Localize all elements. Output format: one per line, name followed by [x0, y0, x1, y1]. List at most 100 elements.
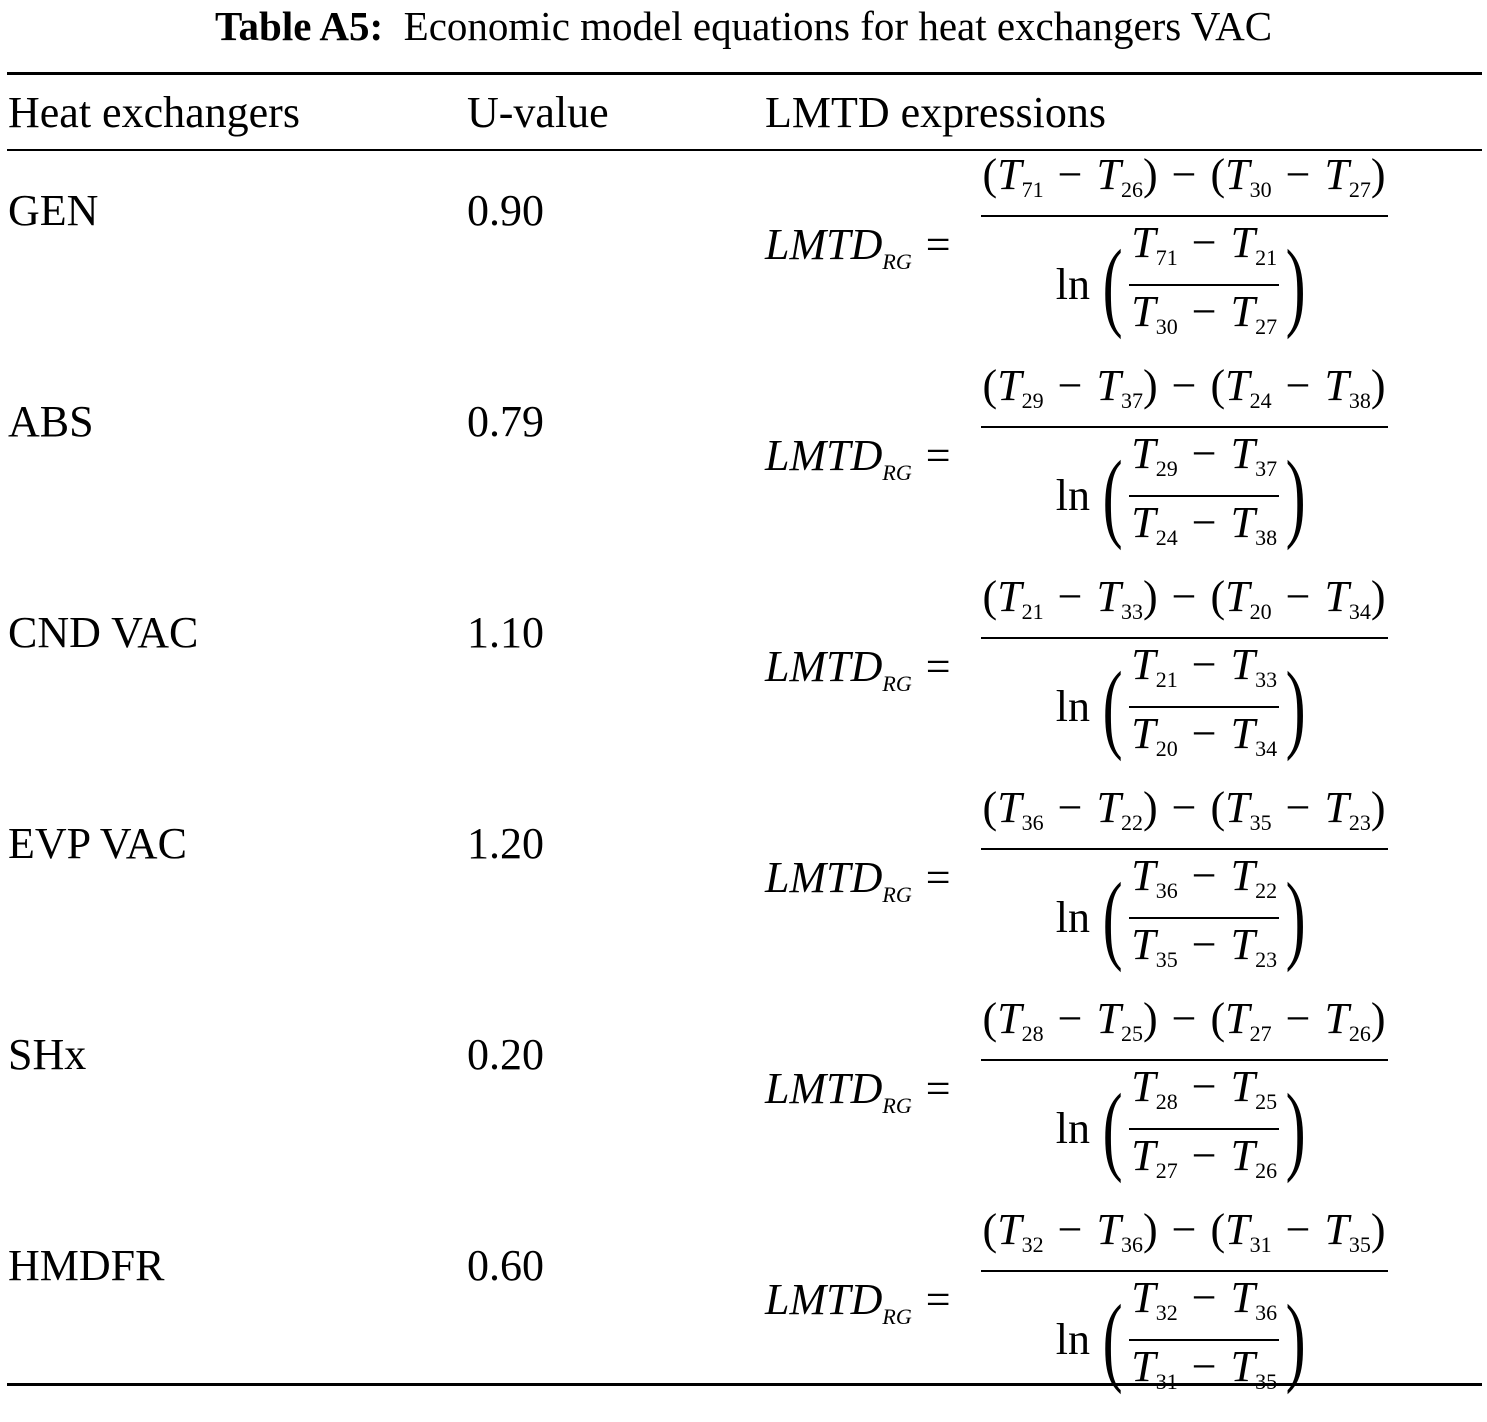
- paren-close: ): [1142, 782, 1158, 832]
- temperature-term: T29: [1131, 429, 1178, 481]
- temperature-term: T35: [1324, 1204, 1371, 1257]
- temperature-term: T31: [1131, 1342, 1177, 1394]
- inner-fraction-bar: [1129, 916, 1280, 919]
- temperature-term: T36: [1097, 1205, 1143, 1257]
- variable-t: T: [1096, 782, 1121, 832]
- subscript: 29: [1155, 455, 1178, 481]
- minus-sign: −: [1191, 1272, 1217, 1322]
- main-fraction: (T28− T25) − (T27− T26) ln(T28− T25 T27− T26): [980, 993, 1388, 1197]
- lhs-symbol: LMTD: [765, 1275, 883, 1324]
- variable-t: T: [1131, 850, 1156, 900]
- paren-close: ): [1370, 571, 1386, 621]
- temperature-term: T28: [1131, 1061, 1178, 1114]
- subscript: 21: [1255, 244, 1278, 270]
- heat-exchanger-name: EVP VAC: [8, 819, 187, 868]
- caption-text: Economic model equations for heat exchan…: [403, 3, 1273, 49]
- heat-exchanger-name: ABS: [8, 397, 94, 446]
- lmtd-lhs: LMTDRG =: [765, 641, 967, 697]
- subscript: 36: [1255, 1299, 1278, 1325]
- variable-t: T: [1225, 149, 1250, 199]
- temperature-term: T29: [997, 361, 1043, 413]
- temperature-term: T23: [1324, 783, 1370, 835]
- minus-sign: −: [1285, 571, 1311, 621]
- minus-sign: −: [1191, 217, 1217, 267]
- main-fraction: (T29− T37) − (T24− T38) ln(T29− T37 T24− T38): [980, 361, 1388, 564]
- variable-t: T: [1230, 217, 1256, 267]
- main-fraction: (T36− T22) − (T35− T23) ln(T36− T22 T35− T23): [980, 782, 1388, 986]
- temperature-term: T32: [1131, 1273, 1177, 1325]
- inner-denominator: T24− T38: [1129, 497, 1279, 564]
- variable-t: T: [1096, 993, 1121, 1043]
- paren-close: ): [1370, 993, 1386, 1043]
- difference: T21− T33: [1131, 640, 1277, 692]
- paren-close: ): [1370, 149, 1386, 199]
- header-lmtd: LMTD expressions: [765, 88, 1106, 137]
- subscript: 24: [1249, 387, 1272, 413]
- minus-sign: −: [1285, 360, 1311, 410]
- bottom-rule: [7, 1383, 1482, 1386]
- paren-open: (: [1210, 149, 1226, 199]
- subscript: 21: [1021, 598, 1044, 624]
- paren-close: ): [1142, 571, 1158, 621]
- variable-t: T: [1131, 708, 1156, 758]
- variable-t: T: [1230, 1272, 1256, 1322]
- subscript: 35: [1348, 1231, 1371, 1257]
- main-fraction: (T32− T36) − (T31− T35) ln(T32− T36 T31− T35): [980, 1205, 1388, 1408]
- subscript: 71: [1155, 244, 1178, 270]
- minus-sign: −: [1191, 1341, 1217, 1391]
- subscript: 35: [1249, 809, 1272, 835]
- lhs-subscript: RG: [882, 460, 912, 485]
- variable-t: T: [1324, 1204, 1349, 1254]
- heat-exchanger-name: HMDFR: [8, 1241, 165, 1290]
- minus-sign: −: [1057, 360, 1083, 410]
- table-row: EVP VAC 1.20 LMTDRG = (T36− T22) − (T35− T23) ln(…: [0, 783, 1487, 1000]
- temperature-term: T38: [1324, 361, 1370, 413]
- denominator: ln(T71− T21 T30− T27): [1056, 217, 1313, 353]
- subscript: 22: [1120, 809, 1143, 835]
- minus-sign: −: [1285, 149, 1311, 199]
- paren-close: ): [1142, 360, 1158, 410]
- paren-open: (: [982, 360, 998, 410]
- lmtd-equation: LMTDRG = (T32− T36) − (T31− T35) ln(T32− T36 T31−…: [765, 1205, 1388, 1401]
- lmtd-lhs: LMTDRG =: [765, 852, 967, 908]
- temperature-term: T26: [1097, 150, 1143, 202]
- lmtd-equation: LMTDRG = (T21− T33) − (T20− T34) ln(T21− T33 T20−…: [765, 572, 1388, 768]
- temperature-term: T34: [1231, 709, 1277, 761]
- variable-t: T: [1324, 149, 1349, 199]
- numerator: (T32− T36) − (T31− T35): [981, 1205, 1388, 1270]
- inner-fraction: T71− T21 T30− T27: [1129, 217, 1280, 353]
- temperature-term: T27: [1324, 149, 1370, 202]
- lmtd-equation: LMTDRG = (T29− T37) − (T24− T38) ln(T29− T37 T24−…: [765, 361, 1388, 557]
- numerator: (T71− T26) − (T30− T27): [981, 150, 1388, 215]
- inner-numerator: T29− T37: [1129, 428, 1279, 495]
- fraction-bar: [980, 847, 1388, 850]
- variable-t: T: [1131, 1130, 1156, 1180]
- variable-t: T: [1324, 571, 1349, 621]
- minus-sign: −: [1191, 850, 1217, 900]
- temperature-term: T33: [1231, 640, 1277, 692]
- lhs-subscript: RG: [882, 249, 912, 274]
- minus-sign: −: [1191, 428, 1217, 478]
- u-value: 0.60: [467, 1241, 544, 1290]
- variable-t: T: [1131, 1061, 1156, 1111]
- big-paren-open: (: [1102, 1283, 1123, 1395]
- temperature-term: T24: [1225, 361, 1272, 413]
- temperature-term: T30: [1225, 149, 1271, 202]
- temperature-term: T35: [1231, 1342, 1277, 1394]
- minus-sign: −: [1171, 149, 1197, 199]
- variable-t: T: [997, 149, 1022, 199]
- subscript: 28: [1155, 1088, 1178, 1114]
- equals-sign: =: [925, 431, 951, 480]
- minus-sign: −: [1285, 1204, 1311, 1254]
- numerator: (T29− T37) − (T24− T38): [981, 361, 1388, 426]
- big-paren-close: ): [1285, 1072, 1306, 1184]
- temperature-term: T22: [1096, 782, 1143, 835]
- temperature-term: T26: [1231, 1131, 1277, 1183]
- variable-t: T: [1096, 571, 1121, 621]
- u-value: 0.20: [467, 1030, 544, 1079]
- big-paren-close: ): [1285, 439, 1306, 551]
- variable-t: T: [1225, 1204, 1250, 1254]
- difference: T71− T21: [1131, 217, 1278, 270]
- inner-denominator: T31− T35: [1129, 1341, 1279, 1408]
- variable-t: T: [1230, 850, 1256, 900]
